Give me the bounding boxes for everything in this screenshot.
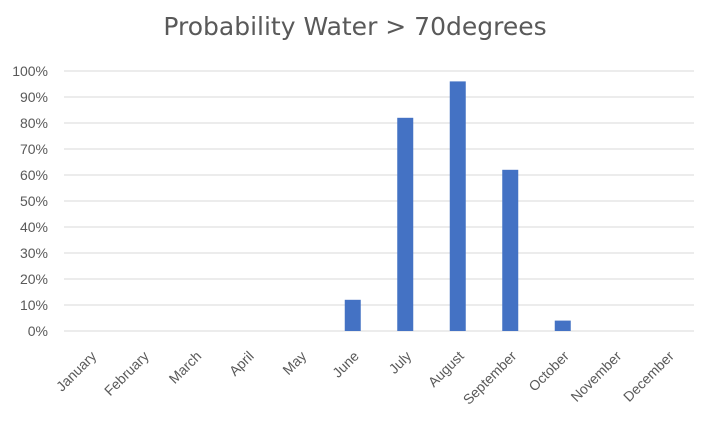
x-tick-label: August: [425, 348, 467, 390]
y-tick-label: 90%: [20, 89, 48, 105]
bar-june: [344, 299, 361, 331]
x-tick-label: September: [460, 348, 520, 408]
bar-october: [554, 320, 571, 331]
x-tick-label: June: [329, 348, 362, 381]
y-tick-label: 10%: [20, 297, 48, 313]
y-tick-label: 20%: [20, 271, 48, 287]
y-tick-label: 40%: [20, 219, 48, 235]
x-tick-label: July: [385, 348, 414, 377]
x-tick-label: December: [620, 348, 677, 405]
y-tick-label: 100%: [12, 63, 48, 79]
x-tick-label: April: [226, 348, 257, 379]
x-tick-label: October: [525, 348, 572, 395]
y-tick-label: 70%: [20, 141, 48, 157]
x-tick-label: February: [101, 348, 152, 399]
chart-title: Probability Water > 70degrees: [163, 12, 547, 41]
y-tick-label: 80%: [20, 115, 48, 131]
y-tick-label: 50%: [20, 193, 48, 209]
x-tick-label: November: [567, 348, 624, 405]
bar-july: [397, 117, 414, 331]
y-tick-label: 60%: [20, 167, 48, 183]
bar-september: [502, 169, 519, 331]
y-tick-label: 0%: [28, 323, 48, 339]
x-tick-label: May: [279, 348, 309, 378]
y-tick-label: 30%: [20, 245, 48, 261]
x-tick-label: March: [166, 348, 205, 387]
x-tick-label: January: [53, 348, 100, 395]
bar-august: [449, 81, 466, 332]
